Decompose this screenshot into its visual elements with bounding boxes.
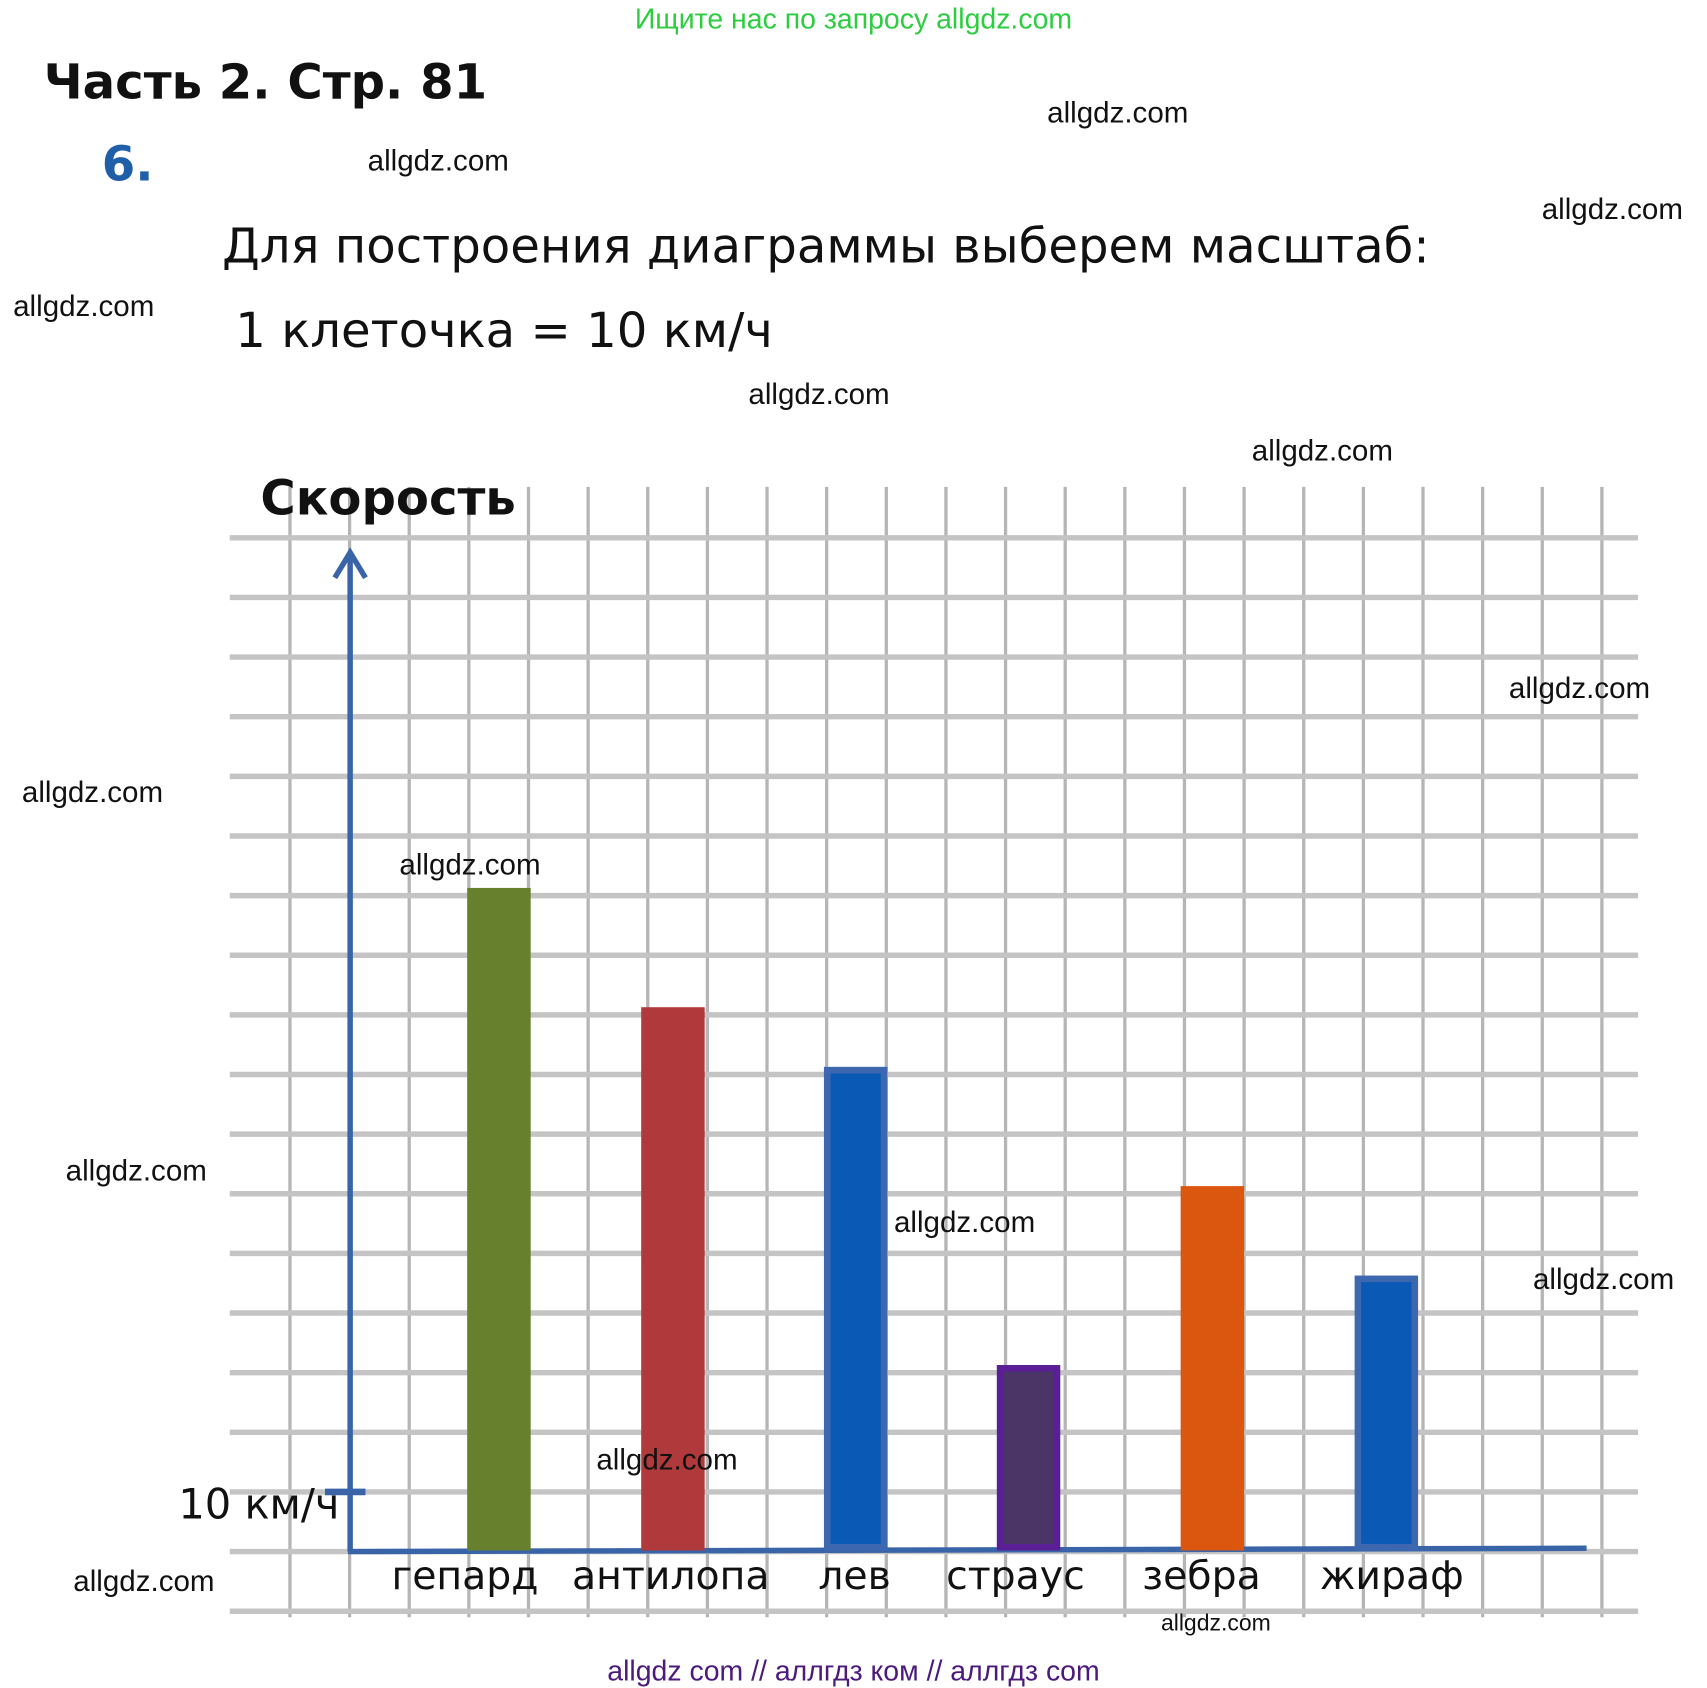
search-hint: Ищите нас по запросу allgdz.com — [634, 2, 1073, 36]
watermark: allgdz.com — [1541, 192, 1683, 226]
bar-жираф — [1354, 1275, 1419, 1551]
watermark: allgdz.com — [1160, 1610, 1271, 1636]
footer-text: allgdz com // аллгдз ком // аллгдз com — [607, 1654, 1100, 1688]
watermark: allgdz.com — [367, 144, 509, 178]
y-axis-label: Скорость — [260, 470, 515, 526]
category-label: лев — [818, 1553, 891, 1599]
watermark: allgdz.com — [65, 1154, 207, 1188]
category-label: жираф — [1320, 1553, 1464, 1599]
watermark: allgdz.com — [1251, 434, 1393, 468]
task-text-line1: Для построения диаграммы выберем масштаб… — [222, 218, 1430, 275]
task-number: 6. — [101, 136, 154, 193]
category-label: страус — [946, 1553, 1085, 1599]
task-text-line2: 1 клеточка = 10 км/ч — [235, 303, 773, 359]
bar-гепард — [467, 887, 531, 1551]
unit-tick-label: 10 км/ч — [178, 1480, 339, 1529]
watermark: allgdz.com — [1047, 96, 1189, 130]
bar-страус — [996, 1365, 1061, 1551]
watermark: allgdz.com — [893, 1205, 1036, 1239]
bar-лев — [823, 1066, 888, 1551]
watermark: allgdz.com — [1508, 671, 1651, 705]
bar-зебра — [1180, 1186, 1245, 1551]
watermark: allgdz.com — [748, 377, 890, 411]
watermark: allgdz.com — [1532, 1262, 1675, 1296]
category-label: зебра — [1142, 1553, 1261, 1599]
y-axis-arrow — [332, 547, 368, 580]
category-label: гепард — [392, 1553, 539, 1599]
page-title: Часть 2. Стр. 81 — [43, 54, 488, 111]
watermark: allgdz.com — [596, 1443, 738, 1477]
watermark: allgdz.com — [13, 289, 155, 323]
watermark: allgdz.com — [21, 775, 164, 809]
watermark: allgdz.com — [399, 848, 541, 881]
category-label: антилопа — [572, 1553, 770, 1599]
watermark: allgdz.com — [73, 1564, 215, 1598]
bar-антилопа — [641, 1007, 705, 1551]
